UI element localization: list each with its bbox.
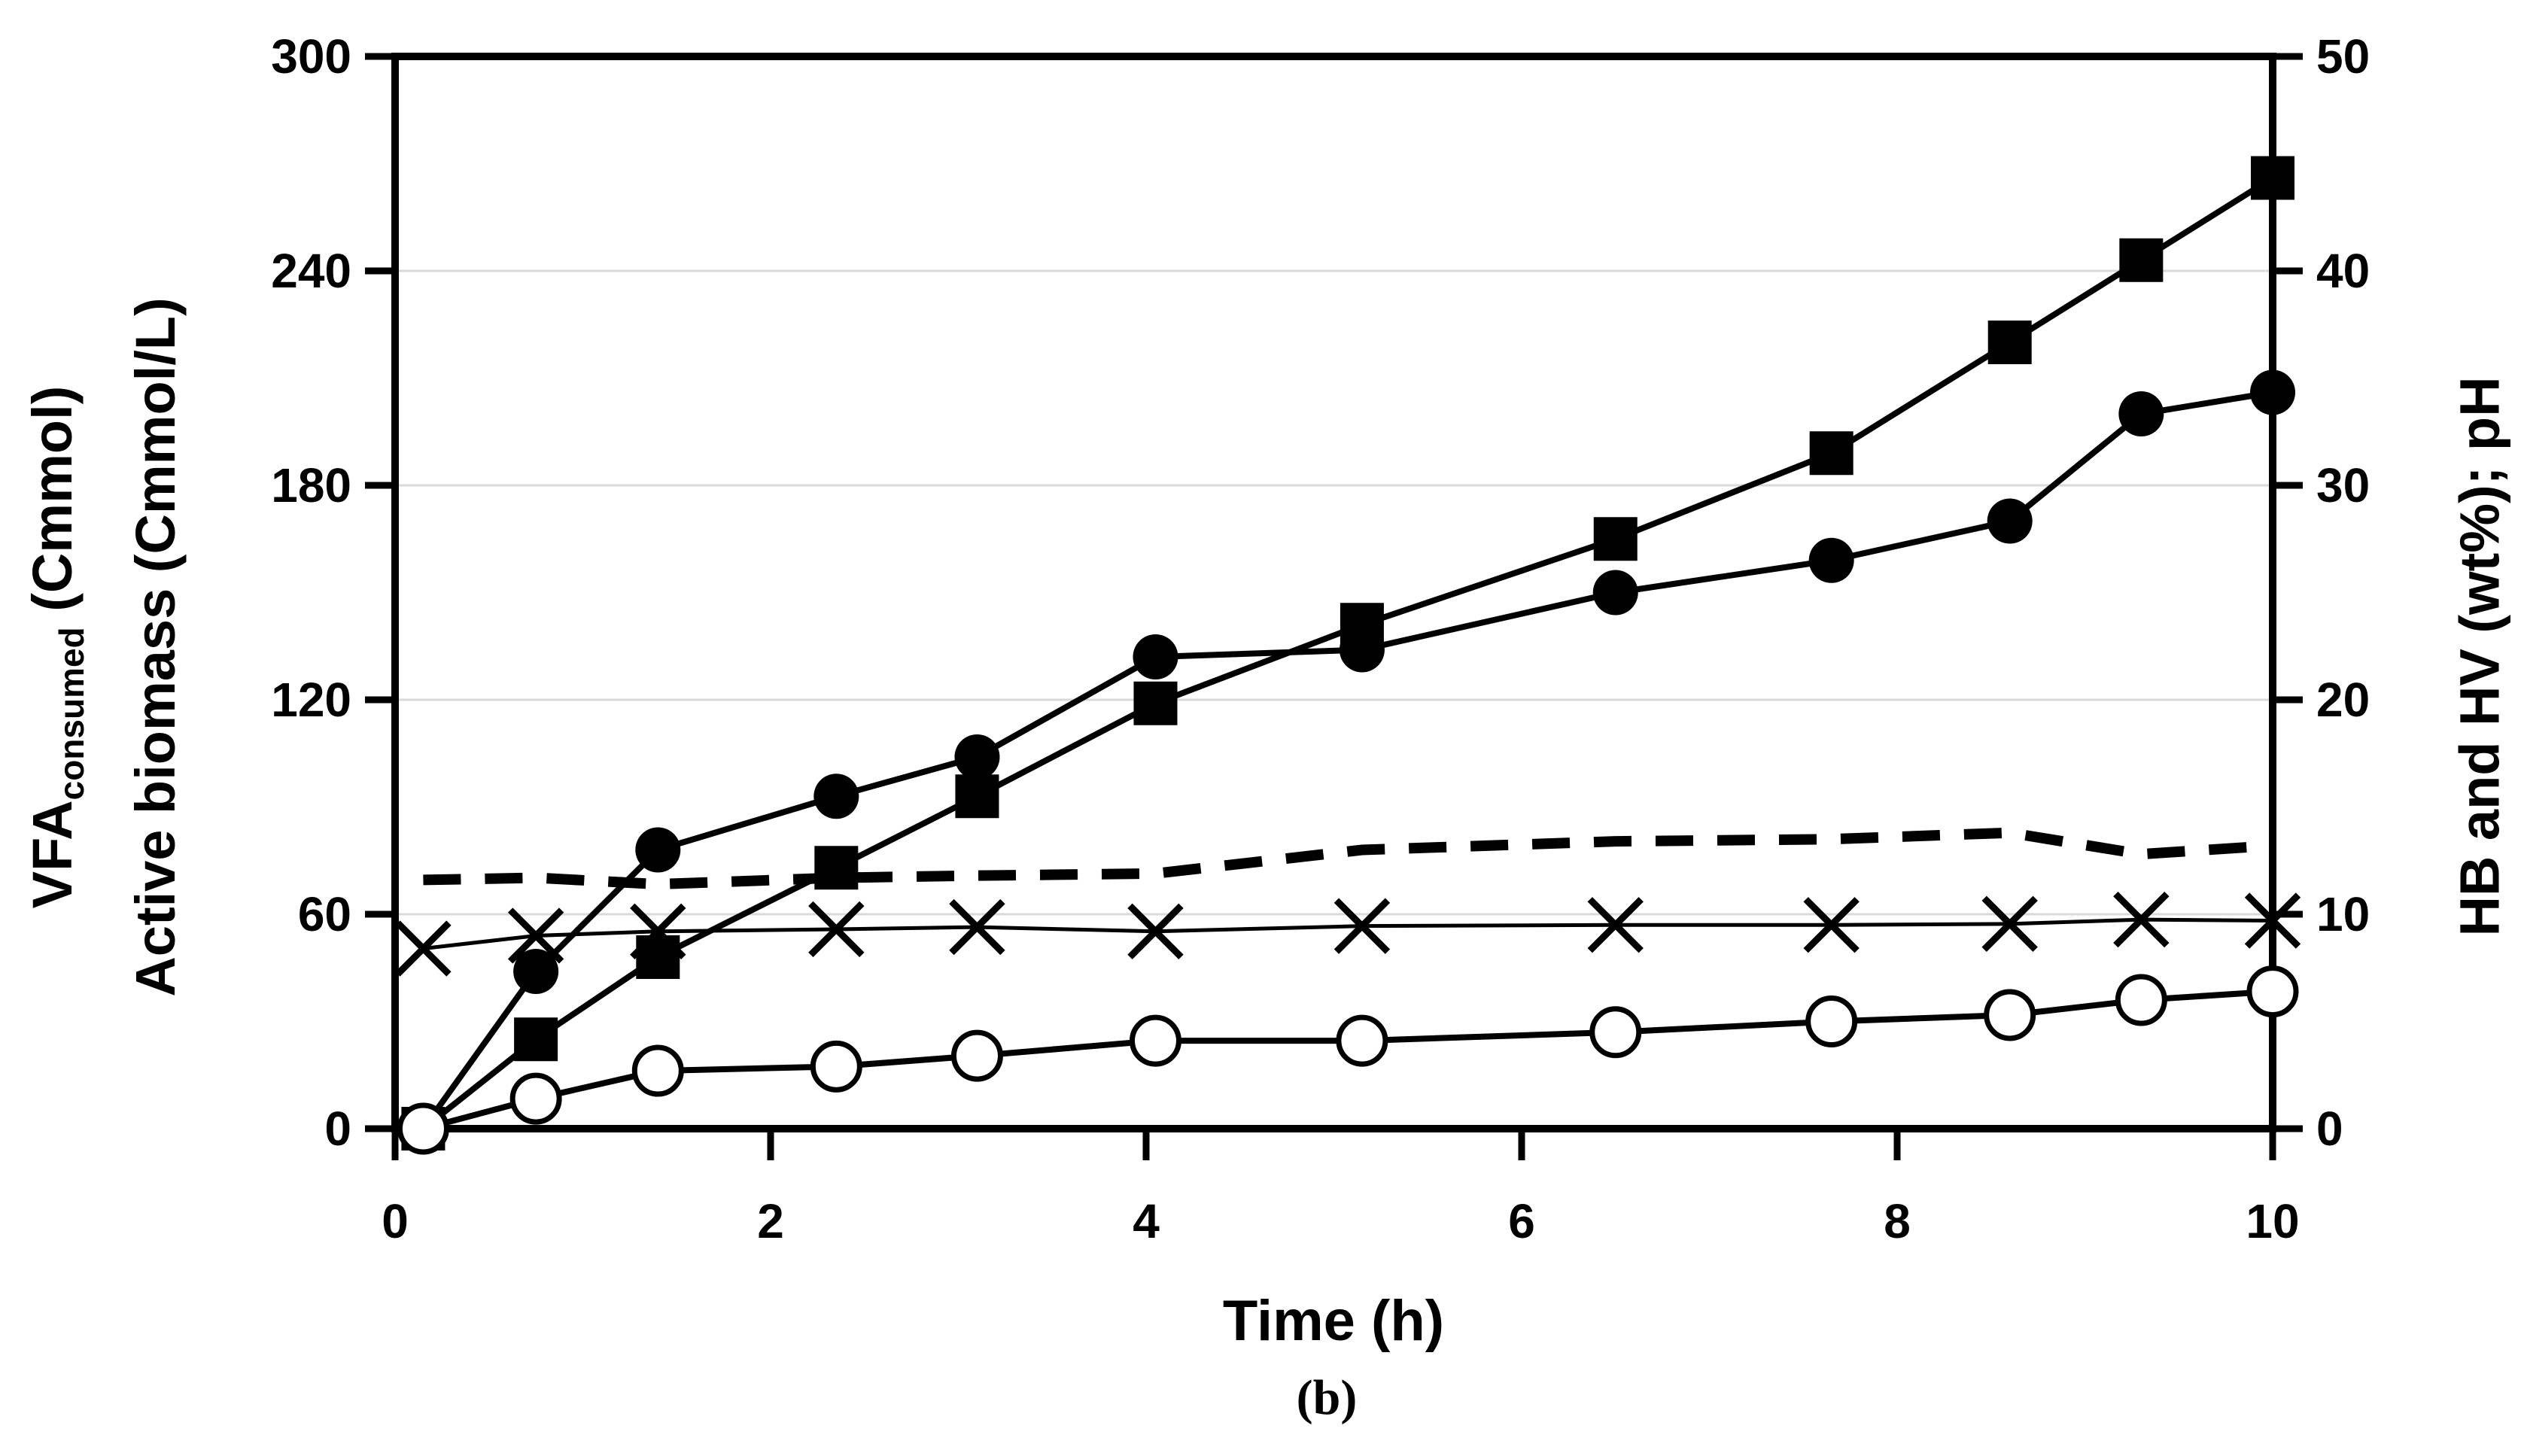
y-axis-left-title: VFAconsumed (Cmmol) Active biomass (Cmmo… xyxy=(17,8,190,1287)
y-axis-left-title-line1: VFAconsumed (Cmmol) xyxy=(20,385,91,909)
marker-open-circle xyxy=(2246,965,2299,1018)
y-axis-right-title: HB and HV (wt%); pH xyxy=(2448,376,2511,937)
plot-frame xyxy=(391,53,2276,1132)
marker-filled-circle xyxy=(813,774,859,819)
x-stroke xyxy=(1333,898,1391,954)
marker-x xyxy=(1127,903,1184,959)
y-axis-left-title-line2: Active biomass (Cmmol/L) xyxy=(123,297,187,997)
x-stroke xyxy=(1981,895,2038,953)
marker-x xyxy=(808,901,865,958)
x-tick-label: 0 xyxy=(382,1194,409,1248)
series-hv xyxy=(397,965,2299,1155)
y-right-tick-label: 30 xyxy=(2316,458,2370,512)
y-right-tick-label: 40 xyxy=(2316,244,2370,298)
x-stroke xyxy=(1127,903,1184,959)
x-stroke xyxy=(808,901,865,958)
y-left-tick-label: 300 xyxy=(271,29,351,84)
series-ph xyxy=(395,891,2301,977)
series-hb-line xyxy=(423,827,2273,890)
y-left-tick-label: 0 xyxy=(324,1102,351,1156)
x-stroke xyxy=(2113,891,2170,948)
marker-filled-circle xyxy=(954,734,1000,780)
marker-x xyxy=(507,907,564,964)
marker-open-circle xyxy=(1805,995,1858,1047)
marker-open-circle xyxy=(631,1044,684,1097)
x-stroke xyxy=(395,920,452,977)
marker-filled-square xyxy=(1133,681,1178,725)
marker-filled-circle xyxy=(1339,627,1385,673)
marker-filled-square xyxy=(636,935,680,979)
x-stroke xyxy=(2244,892,2301,949)
marker-filled-circle xyxy=(635,827,681,873)
marker-x xyxy=(949,898,1005,956)
marker-filled-square xyxy=(1593,517,1638,561)
y-right-tick-label: 0 xyxy=(2316,1102,2343,1156)
marker-filled-square xyxy=(1809,431,1853,476)
series-active-biomass-line xyxy=(421,389,2273,1131)
x-stroke xyxy=(1587,897,1644,953)
marker-filled-circle xyxy=(1592,570,1638,616)
marker-x xyxy=(1333,898,1391,954)
series-vfa-consumed xyxy=(401,156,2294,1151)
marker-filled-circle xyxy=(1987,498,2033,544)
x-axis-title: Time (h) xyxy=(1222,1289,1445,1353)
marker-filled-circle xyxy=(2250,369,2295,415)
x-tick-label: 4 xyxy=(1133,1194,1160,1248)
x-tick-label: 8 xyxy=(1884,1194,1911,1248)
y-right-tick-label: 20 xyxy=(2316,673,2370,727)
series-ph-line xyxy=(423,917,2273,951)
marker-x xyxy=(1587,897,1644,953)
marker-x xyxy=(2113,891,2170,948)
y-right-tick-label: 10 xyxy=(2316,887,2370,941)
marker-open-circle xyxy=(1984,989,2036,1041)
x-stroke xyxy=(507,907,564,964)
x-stroke xyxy=(949,898,1005,956)
y-right-tick-label: 50 xyxy=(2316,29,2370,84)
marker-filled-square xyxy=(1987,321,2032,364)
x-stroke xyxy=(630,903,686,959)
series-active-biomass xyxy=(400,369,2295,1151)
marker-filled-square xyxy=(514,1017,558,1062)
marker-filled-circle xyxy=(513,949,559,994)
marker-open-circle xyxy=(509,1072,562,1125)
marker-filled-square xyxy=(2251,156,2294,200)
x-tick-label: 6 xyxy=(1508,1194,1535,1248)
marker-open-circle xyxy=(397,1102,449,1155)
marker-filled-square xyxy=(955,774,999,819)
marker-open-circle xyxy=(810,1040,862,1093)
marker-open-circle xyxy=(1129,1014,1181,1067)
y-left-tick-label: 180 xyxy=(271,458,351,512)
marker-x xyxy=(630,903,686,959)
marker-filled-circle xyxy=(1808,537,1854,583)
marker-filled-circle xyxy=(1133,634,1178,679)
series-hb xyxy=(423,827,2273,890)
x-tick-label: 10 xyxy=(2246,1194,2299,1248)
gridlines xyxy=(395,269,2273,916)
y-left-tick-label: 120 xyxy=(271,673,351,727)
marker-open-circle xyxy=(950,1029,1003,1082)
y-left-tick-label: 60 xyxy=(298,887,351,941)
marker-x xyxy=(1803,897,1860,953)
marker-open-circle xyxy=(1589,1006,1642,1059)
marker-x xyxy=(395,920,452,977)
marker-filled-circle xyxy=(2118,391,2164,436)
marker-open-circle xyxy=(2115,974,2167,1026)
marker-x xyxy=(1981,895,2038,953)
marker-filled-square xyxy=(2119,238,2164,282)
marker-open-circle xyxy=(1336,1014,1388,1067)
y-left-tick-label: 240 xyxy=(271,244,351,298)
marker-x xyxy=(2244,892,2301,949)
x-tick-label: 2 xyxy=(757,1194,784,1248)
x-stroke xyxy=(1803,897,1860,953)
figure-caption: (b) xyxy=(1296,1370,1358,1425)
